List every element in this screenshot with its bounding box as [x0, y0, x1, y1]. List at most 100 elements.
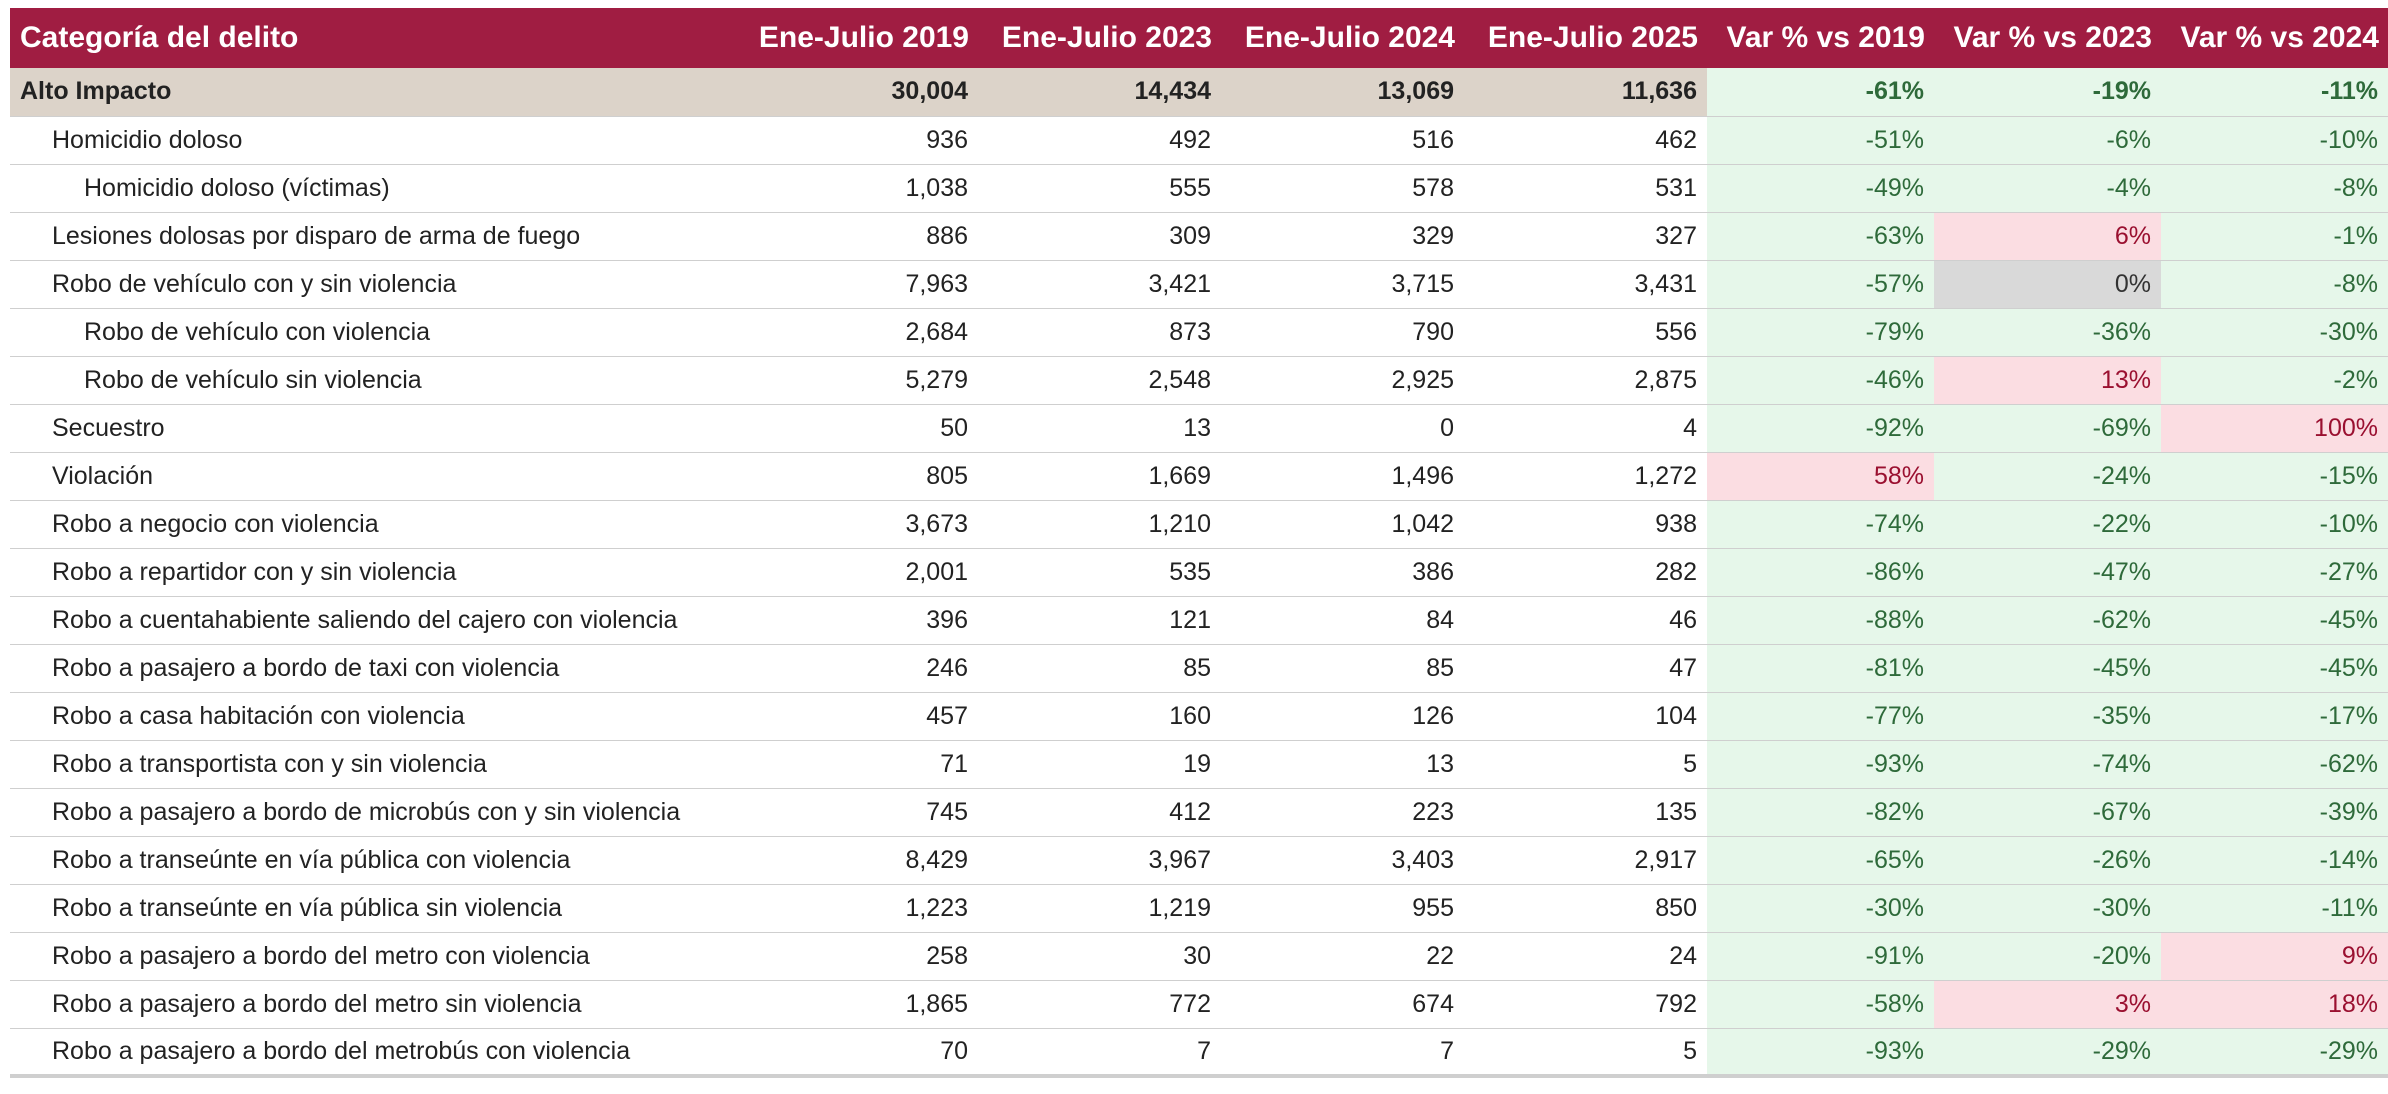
variation-cell: -88% — [1707, 596, 1934, 644]
count-cell: 462 — [1655, 125, 1697, 154]
variation-cell: -92% — [1707, 404, 1934, 452]
variation-cell: -27% — [2161, 548, 2388, 596]
count-cell: 516 — [1412, 125, 1454, 154]
count-cell: 1,219 — [1148, 893, 1211, 922]
variation-cell: -62% — [1934, 596, 2161, 644]
variation-cell: -36% — [1934, 308, 2161, 356]
count-cell: 3,673 — [905, 509, 968, 538]
variation-cell: 100% — [2161, 404, 2388, 452]
count-cell: 1,496 — [1391, 461, 1454, 490]
header-category[interactable]: Categoría del delito — [20, 21, 299, 54]
count-cell: 1,272 — [1634, 461, 1697, 490]
count-cell: 71 — [940, 749, 968, 778]
crime-statistics-table-container: Categoría del delito Ene-Julio 2019 Ene-… — [10, 8, 2388, 1078]
count-cell: 13,069 — [1377, 77, 1454, 106]
count-cell: 19 — [1183, 749, 1211, 778]
header-var-vs-2024[interactable]: Var % vs 2024 — [2180, 21, 2379, 54]
variation-cell: -30% — [2161, 308, 2388, 356]
header-ene-julio-2025[interactable]: Ene-Julio 2025 — [1487, 21, 1698, 54]
table-row: Robo a pasajero a bordo de microbús con … — [10, 788, 2388, 836]
table-row: Robo a transportista con y sin violencia… — [10, 740, 2388, 788]
variation-cell: -26% — [1934, 836, 2161, 884]
count-cell: 13 — [1183, 413, 1211, 442]
count-cell: 1,669 — [1148, 461, 1211, 490]
count-cell: 282 — [1655, 557, 1697, 586]
header-var-vs-2019[interactable]: Var % vs 2019 — [1726, 21, 1925, 54]
count-cell: 13 — [1426, 749, 1454, 778]
count-cell: 938 — [1655, 509, 1697, 538]
variation-cell: -81% — [1707, 644, 1934, 692]
count-cell: 396 — [926, 605, 968, 634]
variation-cell: 9% — [2161, 932, 2388, 980]
count-cell: 3,715 — [1391, 269, 1454, 298]
count-cell: 160 — [1169, 701, 1211, 730]
count-cell: 121 — [1169, 605, 1211, 634]
count-cell: 531 — [1655, 173, 1697, 202]
variation-cell: -45% — [2161, 596, 2388, 644]
count-cell: 555 — [1169, 173, 1211, 202]
table-row: Robo a pasajero a bordo de taxi con viol… — [10, 644, 2388, 692]
header-ene-julio-2023[interactable]: Ene-Julio 2023 — [1001, 21, 1212, 54]
count-cell: 1,042 — [1391, 509, 1454, 538]
count-cell: 1,223 — [905, 893, 968, 922]
variation-cell: 13% — [1934, 356, 2161, 404]
header-ene-julio-2024[interactable]: Ene-Julio 2024 — [1244, 21, 1455, 54]
variation-cell: -2% — [2161, 356, 2388, 404]
variation-cell: -20% — [1934, 932, 2161, 980]
count-cell: 2,875 — [1634, 365, 1697, 394]
category-cell: Robo de vehículo con violencia — [84, 317, 431, 346]
variation-cell: -74% — [1707, 500, 1934, 548]
table-row: Robo de vehículo con violencia 2,684 873 79… — [10, 308, 2388, 356]
count-cell: 309 — [1169, 221, 1211, 250]
header-var-vs-2023[interactable]: Var % vs 2023 — [1953, 21, 2152, 54]
count-cell: 135 — [1655, 797, 1697, 826]
variation-cell: -65% — [1707, 836, 1934, 884]
count-cell: 772 — [1169, 989, 1211, 1018]
count-cell: 2,548 — [1148, 365, 1211, 394]
count-cell: 535 — [1169, 557, 1211, 586]
count-cell: 492 — [1169, 125, 1211, 154]
category-cell: Robo a repartidor con y sin violencia — [52, 557, 457, 586]
count-cell: 11,636 — [1621, 77, 1697, 106]
category-cell: Robo a pasajero a bordo del metro con vi… — [52, 941, 590, 970]
count-cell: 104 — [1655, 701, 1697, 730]
count-cell: 1,038 — [905, 173, 968, 202]
variation-cell: -8% — [2161, 164, 2388, 212]
variation-cell: -69% — [1934, 404, 2161, 452]
table-row: Robo a pasajero a bordo del metro con vi… — [10, 932, 2388, 980]
count-cell: 50 — [940, 413, 968, 442]
category-cell: Robo a pasajero a bordo del metro sin vi… — [52, 989, 582, 1018]
variation-cell: -22% — [1934, 500, 2161, 548]
variation-cell: 58% — [1707, 452, 1934, 500]
count-cell: 223 — [1412, 797, 1454, 826]
count-cell: 329 — [1412, 221, 1454, 250]
count-cell: 850 — [1655, 893, 1697, 922]
count-cell: 30,004 — [891, 77, 968, 106]
count-cell: 1,210 — [1148, 509, 1211, 538]
table-row: Robo a transeúnte en vía pública con vio… — [10, 836, 2388, 884]
count-cell: 85 — [1426, 653, 1454, 682]
category-cell: Homicidio doloso — [52, 125, 243, 154]
table-row: Robo a casa habitación con violencia 457 1… — [10, 692, 2388, 740]
count-cell: 7,963 — [905, 269, 968, 298]
category-cell: Alto Impacto — [20, 77, 172, 106]
variation-cell: -51% — [1707, 116, 1934, 164]
variation-cell: -45% — [2161, 644, 2388, 692]
header-ene-julio-2019[interactable]: Ene-Julio 2019 — [758, 21, 969, 54]
category-cell: Lesiones dolosas por disparo de arma de … — [52, 221, 581, 250]
count-cell: 14,434 — [1134, 77, 1211, 106]
variation-cell: -29% — [1934, 1028, 2161, 1076]
variation-cell: -11% — [2161, 68, 2388, 116]
variation-cell: -24% — [1934, 452, 2161, 500]
count-cell: 792 — [1655, 989, 1697, 1018]
variation-cell: -91% — [1707, 932, 1934, 980]
variation-cell: -10% — [2161, 500, 2388, 548]
variation-cell: -10% — [2161, 116, 2388, 164]
variation-cell: -17% — [2161, 692, 2388, 740]
variation-cell: -30% — [1934, 884, 2161, 932]
count-cell: 126 — [1412, 701, 1454, 730]
count-cell: 246 — [926, 653, 968, 682]
variation-cell: 0% — [1934, 260, 2161, 308]
count-cell: 805 — [926, 461, 968, 490]
table-row: Robo a repartidor con y sin violencia 2,0… — [10, 548, 2388, 596]
